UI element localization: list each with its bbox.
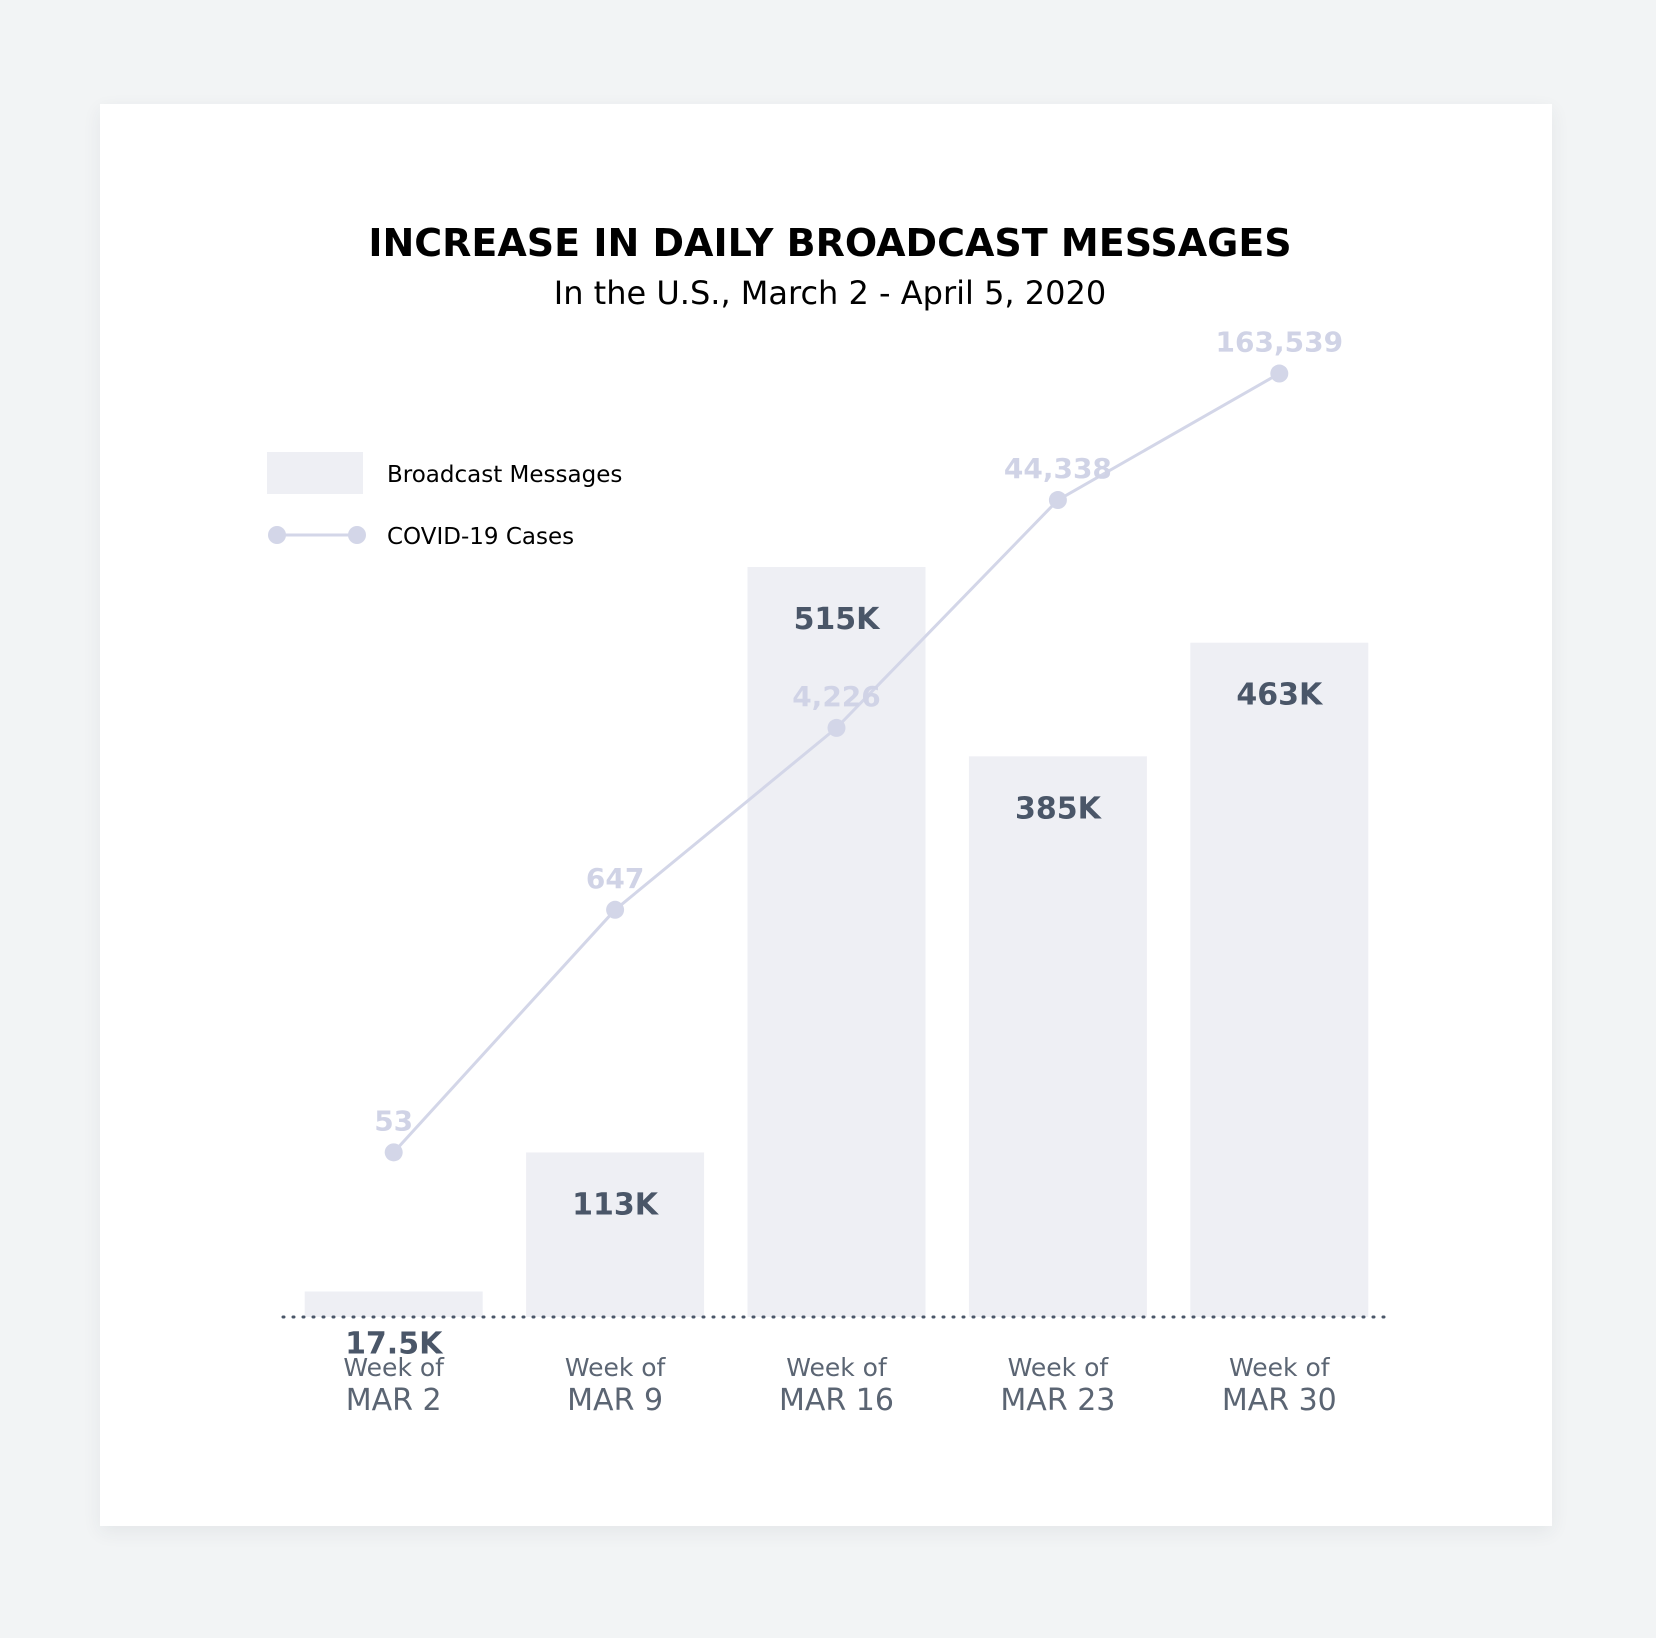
bar-labels: 17.5K 113K 515K 385K 463K: [345, 602, 1324, 1362]
bar-value-label-5: 463K: [1236, 678, 1324, 713]
legend-dot-right: [348, 526, 366, 544]
legend-dot-left: [268, 526, 286, 544]
line-value-label-4: 44,338: [1004, 452, 1112, 485]
line-value-label-5: 163,539: [1216, 326, 1344, 359]
x-tick-label-3: MAR 16: [779, 1383, 894, 1418]
x-tick-prefix-4: Week of: [1008, 1353, 1110, 1382]
x-tick-label-2: MAR 9: [567, 1383, 663, 1418]
legend: Broadcast Messages COVID-19 Cases: [267, 452, 622, 550]
legend-label-covid: COVID-19 Cases: [387, 524, 574, 550]
bar-value-label-4: 385K: [1015, 791, 1103, 826]
line-value-label-1: 53: [374, 1104, 413, 1137]
x-tick-prefix-1: Week of: [343, 1353, 445, 1382]
line-point-5: [1270, 364, 1289, 383]
line-value-label-3: 4,226: [792, 680, 881, 713]
bar-2: [526, 1152, 705, 1317]
chart-card: INCREASE IN DAILY BROADCAST MESSAGES In …: [100, 104, 1552, 1526]
bar-1: [304, 1291, 483, 1317]
line-series: 53 647 4,226 44,338 163,539: [374, 326, 1343, 1162]
x-tick-label-5: MAR 30: [1222, 1383, 1337, 1418]
x-tick-prefix-3: Week of: [786, 1353, 888, 1382]
x-tick-label-4: MAR 23: [1000, 1383, 1115, 1418]
chart-svg: INCREASE IN DAILY BROADCAST MESSAGES In …: [267, 221, 1392, 1418]
x-tick-prefix-2: Week of: [565, 1353, 667, 1382]
chart-title: INCREASE IN DAILY BROADCAST MESSAGES: [368, 221, 1291, 265]
legend-swatch-bar: [267, 452, 363, 494]
x-tick-label-1: MAR 2: [346, 1383, 442, 1418]
bar-value-label-2: 113K: [572, 1187, 660, 1222]
line-point-2: [606, 900, 625, 919]
bar-series: [304, 567, 1369, 1317]
line-point-3: [827, 718, 846, 737]
legend-label-broadcast: Broadcast Messages: [387, 462, 622, 488]
line-point-1: [384, 1143, 403, 1162]
line-point-4: [1048, 491, 1067, 510]
bar-5: [1190, 642, 1369, 1317]
bar-value-label-3: 515K: [794, 602, 882, 637]
bar-3: [747, 567, 926, 1317]
x-tick-prefix-5: Week of: [1229, 1353, 1331, 1382]
bar-4: [968, 756, 1147, 1317]
line-value-label-2: 647: [586, 862, 644, 895]
bar-value-label-1: 17.5K: [345, 1327, 444, 1362]
chart-subtitle: In the U.S., March 2 - April 5, 2020: [554, 274, 1106, 312]
